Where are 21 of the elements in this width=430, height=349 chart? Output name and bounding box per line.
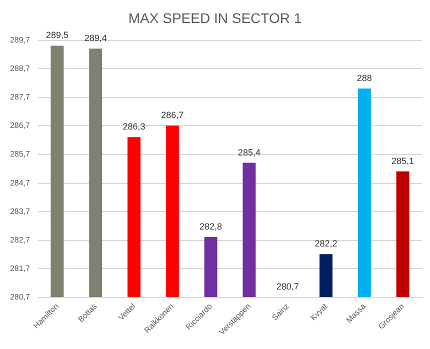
y-tick-label: 286,7 [10, 121, 31, 130]
y-tick-label: 285,7 [10, 150, 31, 159]
data-label: 288 [356, 73, 372, 84]
y-tick-label: 288,7 [10, 64, 31, 74]
data-label: 286,7 [161, 110, 184, 120]
y-tick-label: 287,7 [10, 92, 31, 102]
y-tick-label: 289,7 [10, 36, 31, 44]
data-label: 282,8 [200, 222, 222, 232]
y-tick-label: 284,7 [10, 178, 31, 188]
data-label: 285,4 [238, 147, 260, 158]
y-tick-label: 280,7 [10, 292, 31, 302]
data-label: 289,4 [84, 33, 107, 44]
y-tick-label: 282,7 [10, 235, 31, 244]
chart-title: MAX SPEED IN SECTOR 1 [128, 10, 302, 26]
y-tick-label: 281,7 [10, 264, 31, 273]
data-label: 285,1 [392, 156, 414, 166]
y-tick-label: 283,7 [10, 206, 31, 216]
data-label: 286,3 [122, 122, 146, 132]
data-label: 282,2 [314, 238, 338, 249]
data-label: 289,5 [46, 30, 68, 40]
data-label: 280,7 [276, 282, 299, 292]
